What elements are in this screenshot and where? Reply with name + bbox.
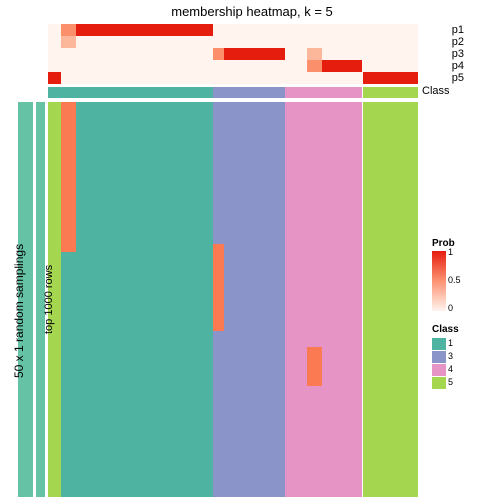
p-row-label: p5	[452, 72, 464, 84]
heatmap-overlay	[213, 102, 224, 244]
p-seg	[285, 48, 307, 60]
p-seg	[285, 60, 307, 72]
p-seg	[61, 36, 76, 48]
heatmap-col	[285, 102, 307, 497]
heatmap-overlay	[307, 386, 322, 497]
p-seg	[48, 36, 61, 48]
class-swatch	[432, 364, 446, 376]
p-row: p1	[48, 24, 418, 36]
class-swatch	[432, 338, 446, 350]
class-swatch	[432, 377, 446, 389]
class-legend-item: 3	[432, 350, 459, 363]
p-row: p5	[48, 72, 418, 84]
p-seg	[224, 48, 285, 60]
p-row: p4	[48, 60, 418, 72]
p-seg	[363, 60, 419, 72]
p-row: p3	[48, 48, 418, 60]
p-seg	[322, 60, 363, 72]
p-seg	[213, 48, 224, 60]
heatmap-col	[76, 102, 213, 497]
p-seg	[322, 48, 418, 60]
ylabel-rows: top 1000 rows	[43, 264, 55, 333]
heatmap-overlay	[307, 102, 322, 347]
p-seg	[48, 60, 285, 72]
class-legend-title: Class	[432, 324, 459, 335]
heatmap-col	[322, 102, 363, 497]
p-seg	[48, 24, 61, 36]
p-row-label: p2	[452, 36, 464, 48]
class-legend: Class 1 3 4 5	[432, 324, 459, 389]
p-seg	[48, 48, 213, 60]
class-legend-item: 5	[432, 376, 459, 389]
p-seg	[307, 60, 322, 72]
p-row-label: p1	[452, 24, 464, 36]
chart-title: membership heatmap, k = 5	[0, 4, 504, 19]
heatmap-body	[48, 102, 418, 497]
heatmap-overlay	[213, 331, 224, 497]
prob-tick: 0.5	[448, 275, 461, 285]
p-row-label: p4	[452, 60, 464, 72]
class-swatch	[432, 351, 446, 363]
prob-legend: Prob 10.50	[432, 238, 455, 311]
heatmap-col	[224, 102, 285, 497]
membership-rows: p1p2p3p4p5	[48, 24, 418, 84]
class-swatch-label: 3	[446, 351, 453, 361]
p-seg	[61, 72, 363, 84]
heatmap-overlay	[213, 244, 224, 331]
ylabel-samplings: 50 x 1 random samplings	[12, 243, 26, 377]
p-seg	[48, 72, 61, 84]
p-seg	[76, 36, 418, 48]
p-row-label: p3	[452, 48, 464, 60]
class-bar	[48, 87, 418, 98]
p-seg	[363, 72, 419, 84]
prob-tick: 0	[448, 303, 453, 313]
heatmap-overlay	[61, 102, 76, 252]
class-seg	[48, 87, 213, 98]
heatmap-col	[363, 102, 419, 497]
p-seg	[76, 24, 213, 36]
p-row: p2	[48, 36, 418, 48]
class-swatch-label: 1	[446, 338, 453, 348]
heatmap-overlay	[307, 347, 322, 387]
p-seg	[61, 24, 76, 36]
p-seg	[307, 48, 322, 60]
class-seg	[285, 87, 363, 98]
class-swatch-label: 4	[446, 364, 453, 374]
heatmap-overlay	[61, 252, 76, 497]
class-swatch-label: 5	[446, 377, 453, 387]
class-legend-item: 4	[432, 363, 459, 376]
class-seg	[213, 87, 285, 98]
class-bar-label: Class	[422, 85, 450, 97]
p-seg	[213, 24, 418, 36]
class-seg	[363, 87, 419, 98]
class-legend-item: 1	[432, 337, 459, 350]
prob-gradient: 10.50	[432, 251, 446, 311]
prob-tick: 1	[448, 247, 453, 257]
